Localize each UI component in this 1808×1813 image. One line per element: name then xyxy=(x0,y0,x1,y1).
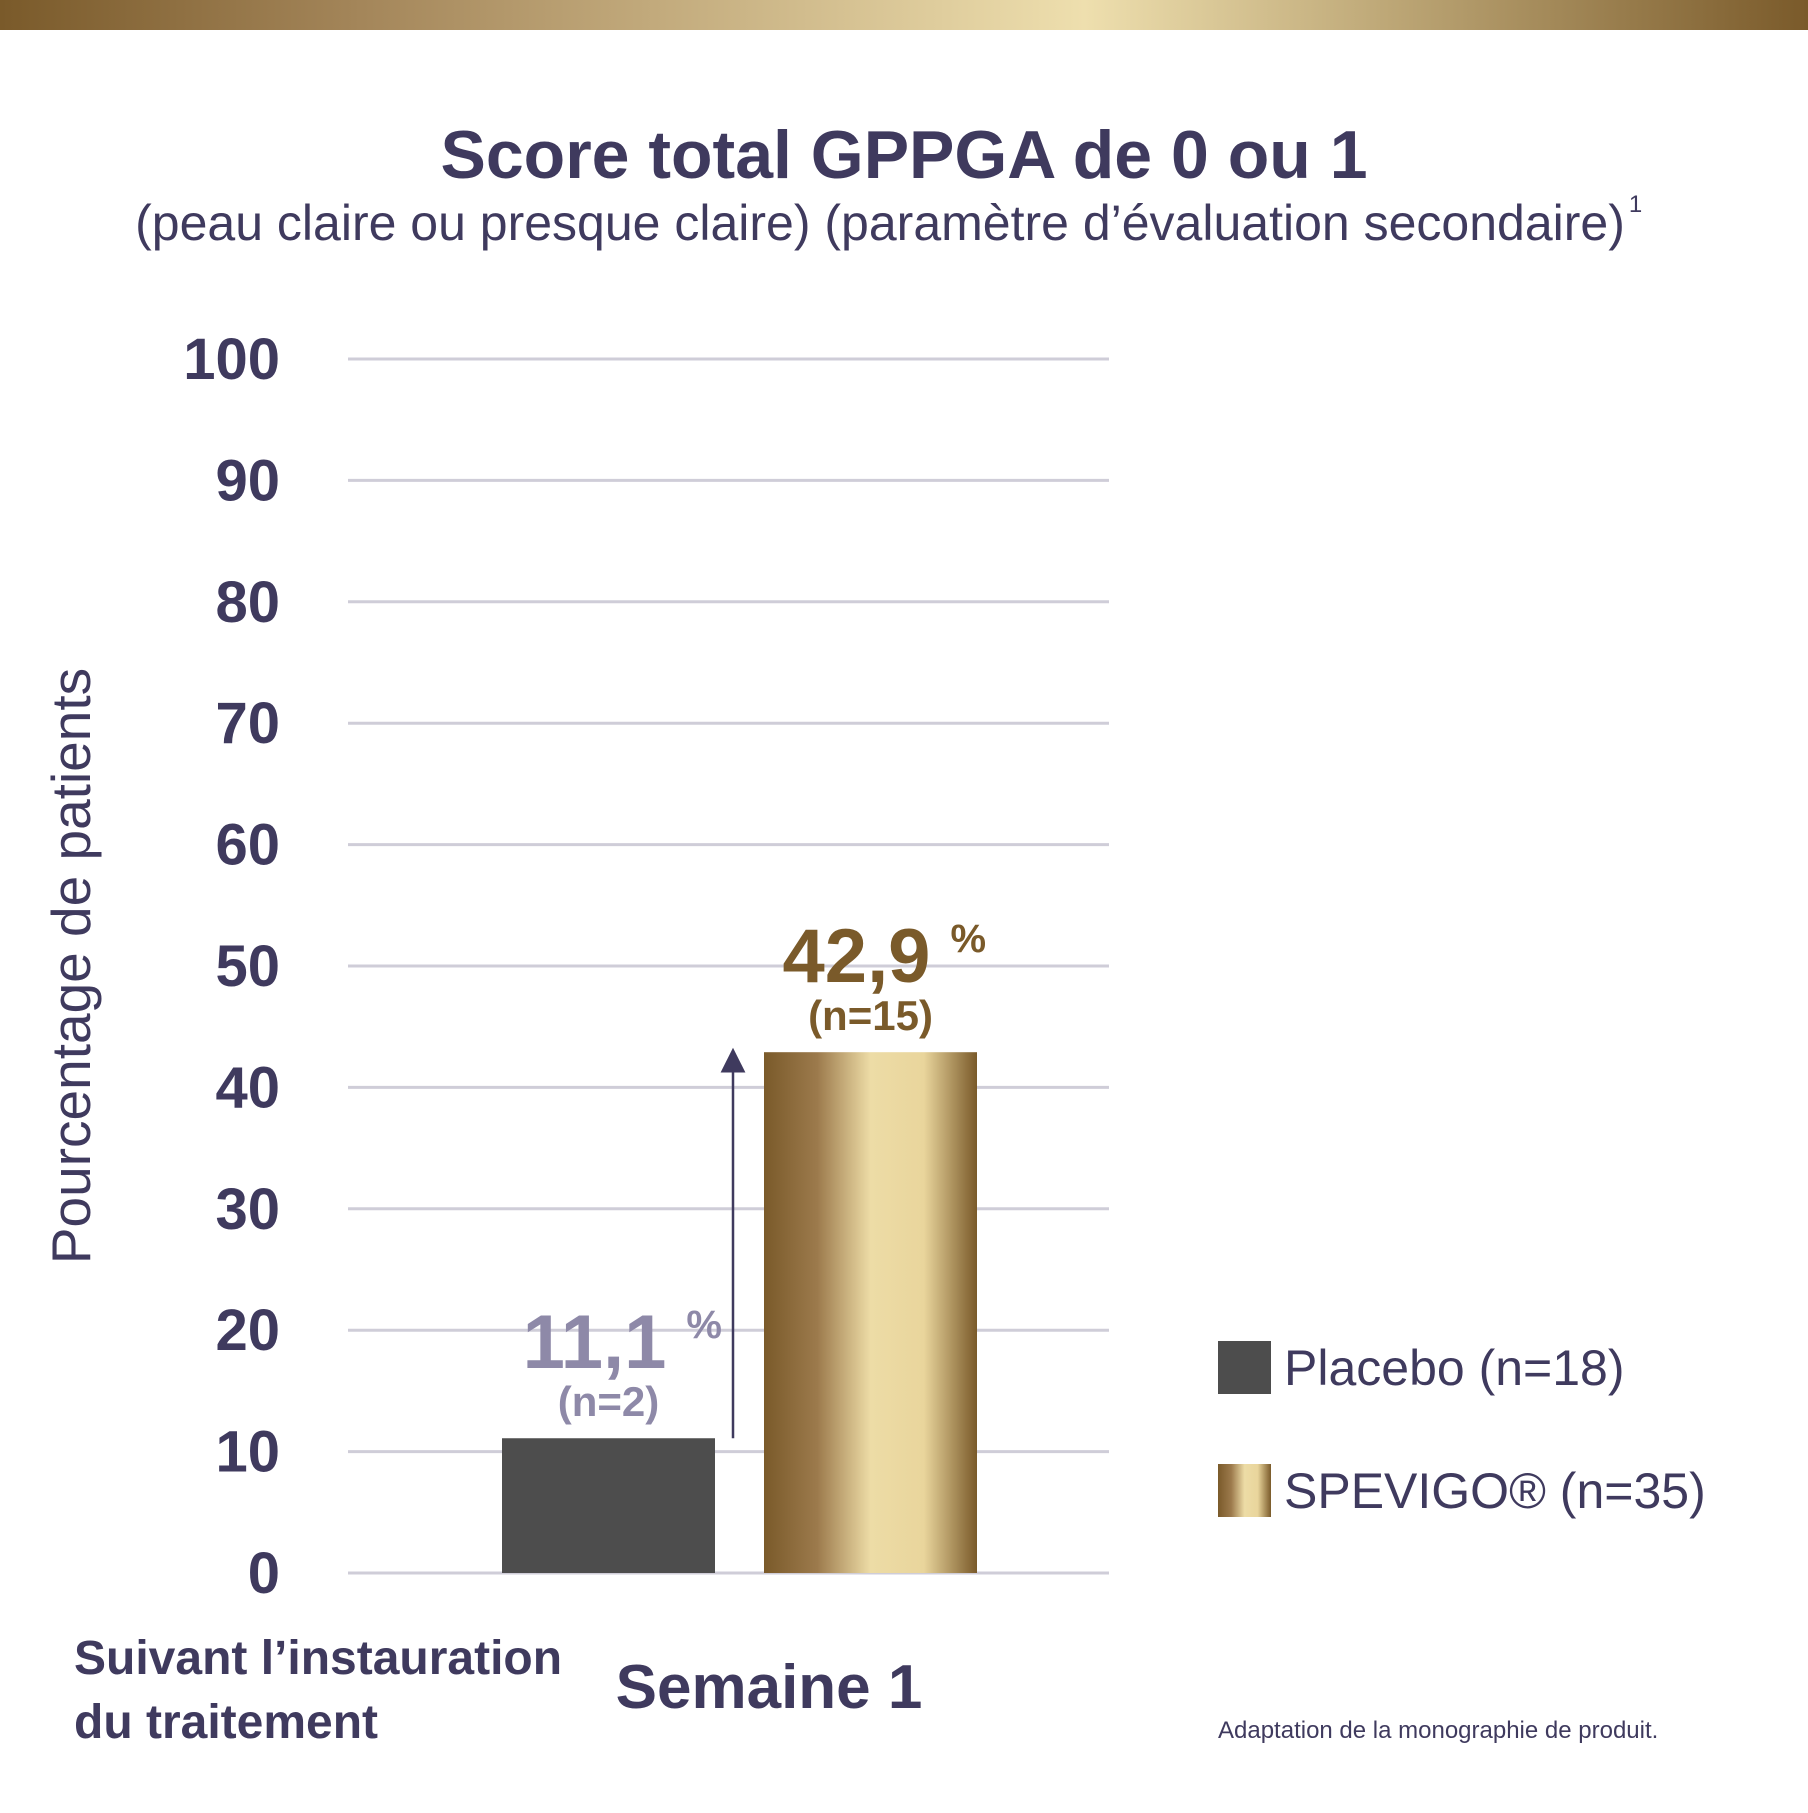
value-unit: % xyxy=(686,1303,722,1347)
chart-subtitle: (peau claire ou presque claire) (paramèt… xyxy=(135,195,1625,251)
y-tick-label: 40 xyxy=(215,1055,280,1120)
chart-title: Score total GPPGA de 0 ou 1 xyxy=(440,117,1367,193)
bar xyxy=(764,1052,977,1573)
legend-swatch xyxy=(1218,1341,1271,1394)
legend-label: Placebo (n=18) xyxy=(1284,1340,1625,1396)
y-tick-label: 100 xyxy=(183,327,280,392)
y-tick-label: 80 xyxy=(215,570,280,635)
legend-swatch xyxy=(1218,1464,1271,1517)
value-unit: % xyxy=(950,917,986,961)
y-tick-label: 20 xyxy=(215,1298,280,1363)
legend-label: SPEVIGO® (n=35) xyxy=(1284,1463,1706,1519)
y-tick-label: 0 xyxy=(248,1541,280,1606)
value-count: (n=2) xyxy=(558,1378,660,1425)
x-tick-label: Semaine 1 xyxy=(616,1653,923,1722)
bar xyxy=(502,1438,715,1573)
value-count: (n=15) xyxy=(808,992,933,1039)
y-tick-label: 90 xyxy=(215,448,280,513)
y-tick-label: 30 xyxy=(215,1177,280,1242)
x-axis-label: du traitement xyxy=(74,1696,378,1749)
y-tick-label: 50 xyxy=(215,934,280,999)
subtitle-reference: 1 xyxy=(1629,191,1642,218)
y-tick-label: 60 xyxy=(215,813,280,878)
top-banner xyxy=(0,0,1808,30)
y-tick-label: 10 xyxy=(215,1420,280,1485)
source-note: Adaptation de la monographie de produit. xyxy=(1218,1717,1658,1744)
value-label: 11,1 xyxy=(523,1300,667,1385)
value-label: 42,9 xyxy=(783,914,931,999)
x-axis-label: Suivant l’instauration xyxy=(74,1632,562,1685)
y-tick-label: 70 xyxy=(215,691,280,756)
y-axis-label: Pourcentage de patients xyxy=(40,668,102,1264)
